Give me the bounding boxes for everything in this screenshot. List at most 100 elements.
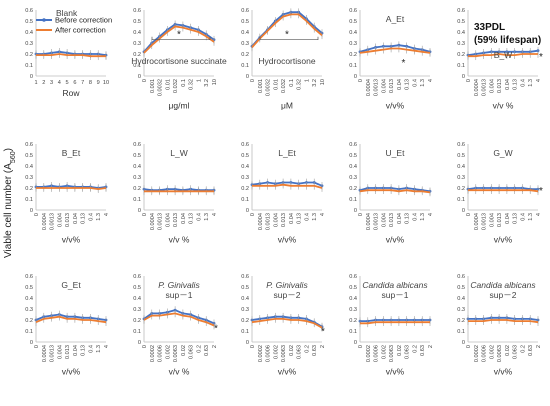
y-tick-label: 0.1 bbox=[133, 63, 141, 69]
y-tick-label: 0.1 bbox=[457, 197, 465, 203]
y-tick-label: 0.6 bbox=[25, 274, 33, 280]
y-tick-label: 0 bbox=[246, 208, 249, 214]
panel-title: L_W bbox=[170, 148, 187, 158]
y-tick-label: 0.6 bbox=[457, 274, 465, 280]
panel-title: P. Ginivalis sup－1 bbox=[158, 280, 200, 300]
x-tick-label: 0.004 bbox=[273, 213, 279, 227]
x-tick-label: 0 bbox=[34, 213, 40, 216]
panel-9: 00.10.20.30.40.50.60 0.0004 0.0013 0.004 0.0… bbox=[349, 142, 434, 245]
x-tick-label: 0.32 bbox=[297, 79, 303, 90]
series-line-before-correction bbox=[143, 188, 214, 192]
y-tick-label: 0.2 bbox=[25, 318, 33, 324]
panel-title: Hydrocortisone bbox=[258, 56, 315, 66]
panel-title-line: P. Ginivalis bbox=[158, 280, 200, 290]
panel-title: Blank bbox=[56, 8, 78, 18]
y-tick-label: 0.5 bbox=[133, 153, 141, 159]
series-line-before-correction bbox=[467, 187, 538, 190]
x-tick-label: 0.013 bbox=[65, 213, 71, 227]
panel-title-line: Hydrocortisone succinate bbox=[131, 56, 227, 66]
series-line-before-correction bbox=[36, 184, 107, 189]
x-tick-label: 0.002 bbox=[489, 345, 495, 359]
x-tick-label: 0.13 bbox=[513, 79, 519, 90]
x-tick-label: 0.0013 bbox=[50, 213, 56, 230]
x-tick-label: 0.04 bbox=[73, 213, 79, 224]
x-tick-label: 0.04 bbox=[505, 213, 511, 224]
x-tick-label: 10 bbox=[212, 79, 218, 85]
x-tick-label: 0 bbox=[250, 345, 256, 348]
y-tick-label: 0 bbox=[30, 74, 33, 80]
y-tick-label: 0.3 bbox=[457, 41, 465, 47]
series-line-before-correction bbox=[467, 49, 539, 56]
y-tick-label: 0 bbox=[354, 74, 357, 80]
x-tick-label: 0.004 bbox=[489, 79, 495, 93]
significance-star: * bbox=[321, 327, 325, 338]
x-tick-label: 1.3 bbox=[420, 79, 426, 87]
y-tick-label: 0.2 bbox=[349, 318, 357, 324]
x-tick-label: 0.0063 bbox=[389, 345, 395, 362]
panel-title: G_Et bbox=[61, 280, 81, 290]
y-tick-label: 0.2 bbox=[241, 186, 249, 192]
y-tick-label: 0.2 bbox=[349, 52, 357, 58]
x-tick-label: 0.0013 bbox=[482, 213, 488, 230]
x-axis-unit-label: v/v % bbox=[493, 101, 514, 111]
panel-title-line: L_W bbox=[170, 148, 187, 158]
x-tick-label: 0.0004 bbox=[474, 213, 480, 230]
y-tick-label: 0.4 bbox=[25, 30, 33, 36]
x-tick-label: 10 bbox=[320, 79, 326, 85]
panel-title: L_Et bbox=[278, 148, 296, 158]
y-tick-label: 0.2 bbox=[133, 52, 141, 58]
x-tick-label: 0.02 bbox=[181, 345, 187, 356]
x-axis-unit-label: v/v% bbox=[278, 235, 297, 245]
x-tick-label: 0.0032 bbox=[266, 79, 272, 96]
y-tick-label: 0.4 bbox=[133, 296, 141, 302]
y-tick-label: 0.4 bbox=[25, 164, 33, 170]
y-tick-label: 0 bbox=[354, 340, 357, 346]
x-axis-unit-label: v/v % bbox=[169, 367, 190, 377]
x-tick-label: 0.0063 bbox=[173, 345, 179, 362]
y-axis-label-main: Viable cell number (A bbox=[3, 163, 14, 258]
x-tick-label: 0.63 bbox=[312, 345, 318, 356]
x-tick-label: 0.04 bbox=[289, 213, 295, 224]
series-line-after-correction bbox=[143, 312, 215, 327]
panel-7: 00.10.20.30.40.50.60 0.0004 0.0013 0.004 0.0… bbox=[133, 142, 218, 245]
x-tick-label: 0.4 bbox=[196, 213, 202, 221]
y-tick-label: 0.1 bbox=[241, 329, 249, 335]
x-tick-label: 0.63 bbox=[204, 345, 210, 356]
x-axis-unit-label: v/v% bbox=[62, 367, 81, 377]
x-tick-label: 0.013 bbox=[389, 213, 395, 227]
x-tick-label: 0.0002 bbox=[366, 345, 372, 362]
x-tick-label: 0.013 bbox=[497, 79, 503, 93]
x-tick-label: 0.13 bbox=[81, 213, 87, 224]
x-tick-label: 0.02 bbox=[505, 345, 511, 356]
x-tick-label: 0.004 bbox=[57, 213, 63, 227]
x-tick-label: 0.0004 bbox=[366, 213, 372, 230]
y-tick-label: 0.5 bbox=[241, 153, 249, 159]
panel-title-line: G_Et bbox=[61, 280, 81, 290]
y-axis-label-subscript: 560 bbox=[10, 151, 17, 163]
x-tick-label: 0.0032 bbox=[158, 79, 164, 96]
x-tick-label: 4 bbox=[58, 80, 61, 86]
x-tick-label: 4 bbox=[212, 213, 218, 216]
panel-title-line: L_Et bbox=[278, 148, 296, 158]
x-tick-label: 0.0063 bbox=[281, 345, 287, 362]
y-tick-label: 0.6 bbox=[349, 8, 357, 14]
x-tick-label: 4 bbox=[104, 345, 110, 348]
y-tick-label: 0.5 bbox=[25, 285, 33, 291]
x-tick-label: 0 bbox=[466, 345, 472, 348]
x-tick-label: 0.4 bbox=[520, 79, 526, 87]
significance-star: * bbox=[539, 186, 543, 197]
x-tick-label: 0.1 bbox=[181, 79, 187, 87]
y-tick-label: 0.6 bbox=[349, 274, 357, 280]
x-tick-label: 0.13 bbox=[405, 213, 411, 224]
y-tick-label: 0.6 bbox=[457, 8, 465, 14]
x-axis-unit-label: v/v % bbox=[169, 235, 190, 245]
significance-bracket bbox=[259, 36, 319, 41]
series-line-before-correction bbox=[251, 315, 323, 328]
x-tick-label: 0.002 bbox=[273, 345, 279, 359]
x-tick-label: 0.0006 bbox=[158, 345, 164, 362]
y-tick-label: 0.6 bbox=[133, 142, 141, 148]
x-tick-label: 4 bbox=[428, 213, 434, 216]
legend-marker-before bbox=[42, 18, 46, 22]
y-tick-label: 0.5 bbox=[133, 285, 141, 291]
x-tick-label: 0.0004 bbox=[474, 79, 480, 96]
